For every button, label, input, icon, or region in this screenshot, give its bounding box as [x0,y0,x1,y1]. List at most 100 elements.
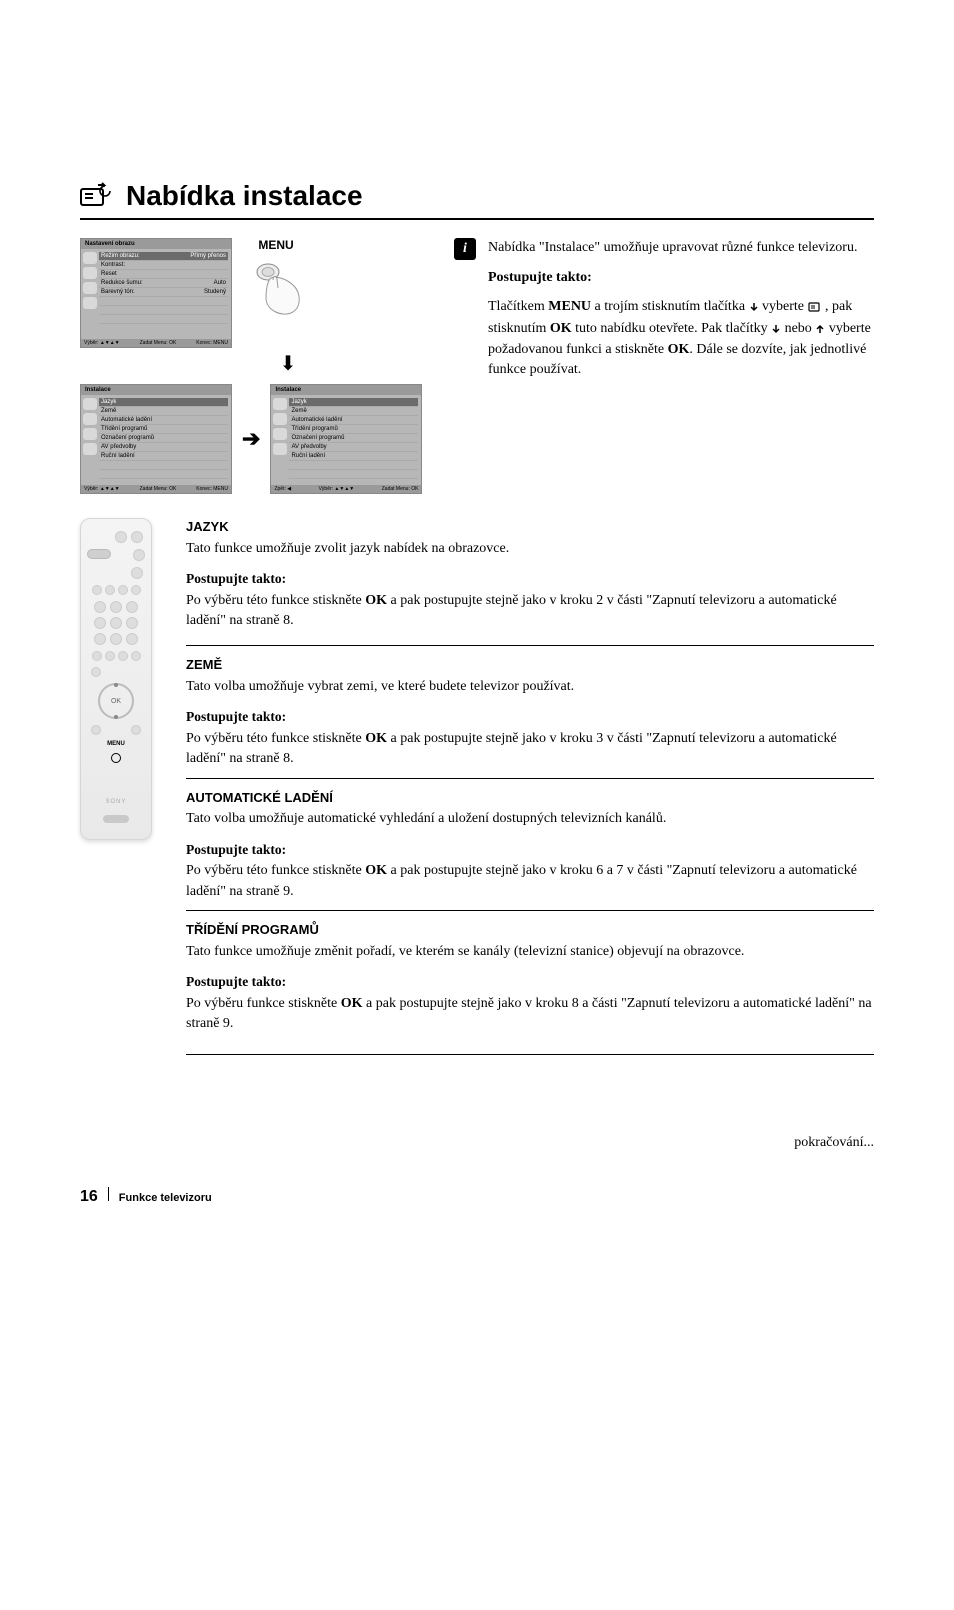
osd-title: Instalace [271,385,421,395]
osd-menu-icon [273,413,287,425]
osd-row: Označení programů [99,434,228,443]
section-body: Po výběru funkce stiskněte OK a pak post… [186,994,874,1035]
osd-foot-text: Zadat Menu: OK [382,486,419,492]
osd-menu-icon [273,398,287,410]
remote-button [91,667,101,677]
osd-row: AV předvolby [289,443,418,452]
remote-button [131,651,141,661]
osd-menu-icon [83,443,97,455]
installation-menu-icon [80,182,112,210]
remote-button [126,601,138,613]
osd-row-label: Kontrast: [101,262,125,268]
section-body: Po výběru této funkce stiskněte OK a pak… [186,591,874,632]
section-body: Po výběru této funkce stiskněte OK a pak… [186,729,874,770]
page-number: 16 [80,1188,98,1206]
page-title-row: Nabídka instalace [80,180,874,220]
osd-row-label: Redukce šumu: [101,280,143,286]
content-column: JAZYKTato funkce umožňuje zvolit jazyk n… [186,518,874,1055]
osd-row: Označení programů [289,434,418,443]
remote-control-graphic: OK MENU SONY [80,518,152,840]
osd-foot-text: Zpět: ◀ [274,486,291,492]
osd-panel-installation-2: Instalace JazykZeměAutomatické laděníTří… [270,384,422,494]
t: OK [550,321,572,336]
section-heading: TŘÍDĚNÍ PROGRAMŮ [186,921,874,940]
hand-icon [246,258,306,318]
t: nebo [781,321,815,336]
osd-row: Země [99,407,228,416]
osd-row: AV předvolby [99,443,228,452]
body-row: OK MENU SONY JAZYKTato funkce umožňuje z… [80,518,874,1055]
remote-button [94,617,106,629]
t: Tlačítkem [488,299,548,314]
remote-button [87,549,111,559]
continued-text: pokračování... [80,1135,874,1151]
remote-button [105,585,115,595]
osd-row: Jazyk [289,398,418,407]
osd-foot-text: Zadat Menu: OK [140,486,177,492]
osd-row: Automatické ladění [99,416,228,425]
remote-tv-pill [103,815,129,823]
remote-button [126,633,138,645]
section: ZEMĚTato volba umožňuje vybrat zemi, ve … [186,645,874,769]
section: AUTOMATICKÉ LADĚNÍTato volba umožňuje au… [186,778,874,902]
section-description: Tato volba umožňuje automatické vyhledán… [186,809,874,829]
top-row: Nastavení obrazu Režim obrazu: Přímý přen… [80,238,874,494]
osd-menu-icon [83,428,97,440]
osd-foot-text: Výběr: ▲▼▲▼ [84,340,120,346]
remote-menu-button [111,753,121,763]
osd-menu-icon [83,267,97,279]
intro-text: Nabídka "Instalace" umožňuje upravovat r… [488,238,874,390]
osd-foot-text: Zadat Menu: OK [140,340,177,346]
osd-row-value: Přímý přenos [190,253,226,259]
section-subheading: Postupujte takto: [186,569,874,589]
osd-row: Režim obrazu: Přímý přenos [99,252,228,261]
section-heading: AUTOMATICKÉ LADĚNÍ [186,789,874,808]
osd-row: Redukce šumu: Auto [99,279,228,288]
osd-row: Země [289,407,418,416]
osd-row-value: Auto [214,280,226,286]
osd-menu-icon [83,252,97,264]
arrow-right-icon: ➔ [242,426,260,452]
remote-button [110,633,122,645]
down-arrow-icon [771,321,781,341]
remote-button [110,617,122,629]
osd-row: Třídění programů [289,425,418,434]
remote-button [131,725,141,735]
osd-menu-icon [83,297,97,309]
install-menu-inline-icon [808,299,822,319]
osd-row: Jazyk [99,398,228,407]
down-arrow-icon [749,299,759,319]
section-subheading: Postupujte takto: [186,972,874,992]
osd-panel-installation-1: Instalace JazykZeměAutomatické laděníTří… [80,384,232,494]
section-heading: JAZYK [186,518,874,537]
t: tuto nabídku otevřete. Pak tlačítky [572,321,771,336]
osd-foot-text: Výběr: ▲▼▲▼ [319,486,355,492]
intro-instructions: Tlačítkem MENU a trojím stisknutím tlačí… [488,297,874,379]
osd-title: Instalace [81,385,231,395]
section-subheading: Postupujte takto: [186,707,874,727]
up-arrow-icon [815,321,825,341]
osd-row: Barevný tón:Studený [99,288,228,297]
osd-row: Automatické ladění [289,416,418,425]
remote-button [126,617,138,629]
intro-paragraph: Nabídka "Instalace" umožňuje upravovat r… [488,238,874,258]
osd-foot-text: Výběr: ▲▼▲▼ [84,486,120,492]
t: vyberte [759,299,808,314]
footer-section-title: Funkce televizoru [119,1192,212,1204]
remote-button [131,531,143,543]
osd-row-label: Režim obrazu: [101,253,140,259]
osd-row-label: Reset [101,271,117,277]
osd-title: Nastavení obrazu [81,239,231,249]
remote-button [131,567,143,579]
remote-button [131,585,141,595]
diagram-column: Nastavení obrazu Režim obrazu: Přímý přen… [80,238,430,494]
remote-button [94,633,106,645]
t: MENU [548,299,591,314]
remote-button [110,601,122,613]
osd-panel-picture-settings: Nastavení obrazu Režim obrazu: Přímý přen… [80,238,232,348]
osd-menu-icon [83,398,97,410]
section: JAZYKTato funkce umožňuje zvolit jazyk n… [186,518,874,631]
remote-button [92,585,102,595]
remote-button [118,651,128,661]
section-description: Tato volba umožňuje vybrat zemi, ve kter… [186,677,874,697]
